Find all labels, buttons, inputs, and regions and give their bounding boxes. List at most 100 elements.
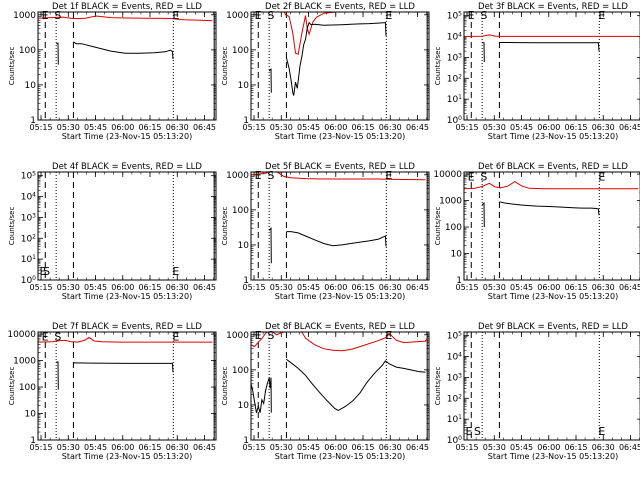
y-tick-label: 10000 xyxy=(7,330,36,340)
x-tick-label: 05:45 xyxy=(510,443,533,452)
plot-area xyxy=(251,172,428,280)
x-tick-label: 05:15 xyxy=(30,283,53,292)
x-tick-label: 06:45 xyxy=(406,443,429,452)
y-axis-label: Counts/sec xyxy=(8,207,16,246)
events-series-line xyxy=(73,41,174,60)
panel-9: Det 9f BLACK = Events, RED = LLD 100 101 10… xyxy=(434,322,640,461)
panel-title: Det 5f BLACK = Events, RED = LLD xyxy=(265,162,415,172)
x-tick-label: 06:30 xyxy=(166,443,189,452)
y-axis-label: Counts/sec xyxy=(221,367,229,406)
x-tick-label: 05:30 xyxy=(270,443,293,452)
y-tick-label: 105 xyxy=(21,170,36,182)
events-series-line xyxy=(286,358,426,411)
plot-area xyxy=(251,332,428,440)
end-marker: E xyxy=(465,425,472,438)
x-tick-label: 05:30 xyxy=(483,123,506,132)
y-tick-label: 105 xyxy=(447,10,462,22)
y-axis-label: Counts/sec xyxy=(434,47,442,86)
y-tick-label: 1000 xyxy=(226,11,249,21)
x-tick-label: 06:30 xyxy=(379,283,402,292)
panel-1: Det 1f BLACK = Events, RED = LLD 1 10 100 10… xyxy=(8,2,217,141)
panel-4: Det 4f BLACK = Events, RED = LLD 100 101 10… xyxy=(8,162,217,301)
x-tick-label: 05:15 xyxy=(456,123,479,132)
x-tick-label: 06:45 xyxy=(193,123,216,132)
x-axis-label: Start Time (23-Nov-15 05:13:20) xyxy=(62,132,192,141)
start-marker: S xyxy=(54,9,61,22)
events-series-line xyxy=(482,42,485,63)
plot-frame xyxy=(463,171,640,281)
panel-2: Det 2f BLACK = Events, RED = LLD 1 10 100 10… xyxy=(221,2,430,141)
end-marker: E xyxy=(255,169,262,182)
events-series-line xyxy=(268,68,272,93)
plot-area xyxy=(38,332,215,440)
lld-series-line xyxy=(251,332,268,348)
x-tick-label: 05:30 xyxy=(270,283,293,292)
y-tick-label: 100 xyxy=(447,115,462,127)
x-axis-label: Start Time (23-Nov-15 05:13:20) xyxy=(275,292,405,301)
events-series-line xyxy=(73,362,174,373)
panel-7: Det 7f BLACK = Events, RED = LLD 1 10 100 10… xyxy=(7,322,217,461)
y-tick-label: 100 xyxy=(232,206,249,216)
events-series-line xyxy=(481,201,485,228)
x-tick-label: 05:45 xyxy=(297,443,320,452)
x-tick-label: 06:00 xyxy=(111,123,134,132)
x-axis-label: Start Time (23-Nov-15 05:13:20) xyxy=(275,452,405,461)
start-marker: S xyxy=(480,170,487,183)
plot-frame xyxy=(37,11,217,121)
y-tick-label: 100 xyxy=(232,366,249,376)
x-tick-label: 05:45 xyxy=(84,443,107,452)
panel-title: Det 8f BLACK = Events, RED = LLD xyxy=(265,322,415,332)
x-tick-label: 05:30 xyxy=(57,443,80,452)
panel-title: Det 2f BLACK = Events, RED = LLD xyxy=(265,2,415,12)
start-marker: S xyxy=(474,425,481,438)
plot-frame xyxy=(37,331,217,441)
panel-title: Det 9f BLACK = Events, RED = LLD xyxy=(478,322,628,332)
plot-area xyxy=(38,12,215,120)
end-marker: E xyxy=(468,9,475,22)
y-tick-label: 1000 xyxy=(439,197,462,207)
x-tick-label: 05:30 xyxy=(270,123,293,132)
x-tick-label: 06:15 xyxy=(564,443,587,452)
plot-area xyxy=(470,332,640,440)
y-tick-label: 10 xyxy=(25,410,37,420)
y-tick-label: 104 xyxy=(21,191,36,203)
lld-series-line xyxy=(38,15,213,22)
events-series-line xyxy=(56,361,59,390)
y-tick-label: 102 xyxy=(21,233,36,245)
x-tick-label: 06:15 xyxy=(351,123,374,132)
y-tick-label: 1 xyxy=(243,276,249,286)
events-series-line xyxy=(268,226,272,264)
x-tick-label: 05:15 xyxy=(243,123,266,132)
x-tick-label: 06:00 xyxy=(324,283,347,292)
end-marker: E xyxy=(385,9,392,22)
x-tick-label: 06:00 xyxy=(111,443,134,452)
y-tick-label: 1000 xyxy=(13,11,36,21)
x-tick-label: 06:45 xyxy=(406,283,429,292)
y-tick-label: 1000 xyxy=(226,331,249,341)
end-marker: E xyxy=(42,9,49,22)
y-tick-label: 1 xyxy=(30,436,36,446)
x-tick-label: 06:15 xyxy=(138,443,161,452)
y-tick-label: 1 xyxy=(243,116,249,126)
start-marker: S xyxy=(267,169,274,182)
x-tick-label: 05:45 xyxy=(84,283,107,292)
plot-frame xyxy=(37,171,217,281)
end-marker: E xyxy=(172,9,179,22)
x-tick-label: 05:30 xyxy=(483,443,506,452)
y-tick-label: 104 xyxy=(447,351,462,363)
x-tick-label: 06:00 xyxy=(111,283,134,292)
x-tick-label: 06:45 xyxy=(406,123,429,132)
x-tick-label: 05:30 xyxy=(483,283,506,292)
panel-5: Det 5f BLACK = Events, RED = LLD 1 10 100 10… xyxy=(221,162,430,301)
x-tick-label: 05:30 xyxy=(57,123,80,132)
plot-frame xyxy=(250,331,430,441)
x-tick-label: 06:00 xyxy=(537,283,560,292)
x-tick-label: 06:45 xyxy=(619,123,640,132)
lld-series-line xyxy=(283,12,341,55)
panel-title: Det 1f BLACK = Events, RED = LLD xyxy=(52,2,202,12)
x-tick-label: 06:00 xyxy=(537,443,560,452)
x-tick-label: 06:30 xyxy=(592,443,615,452)
events-series-line xyxy=(499,201,600,216)
y-axis-label: Counts/sec xyxy=(221,47,229,86)
x-tick-label: 06:15 xyxy=(138,283,161,292)
